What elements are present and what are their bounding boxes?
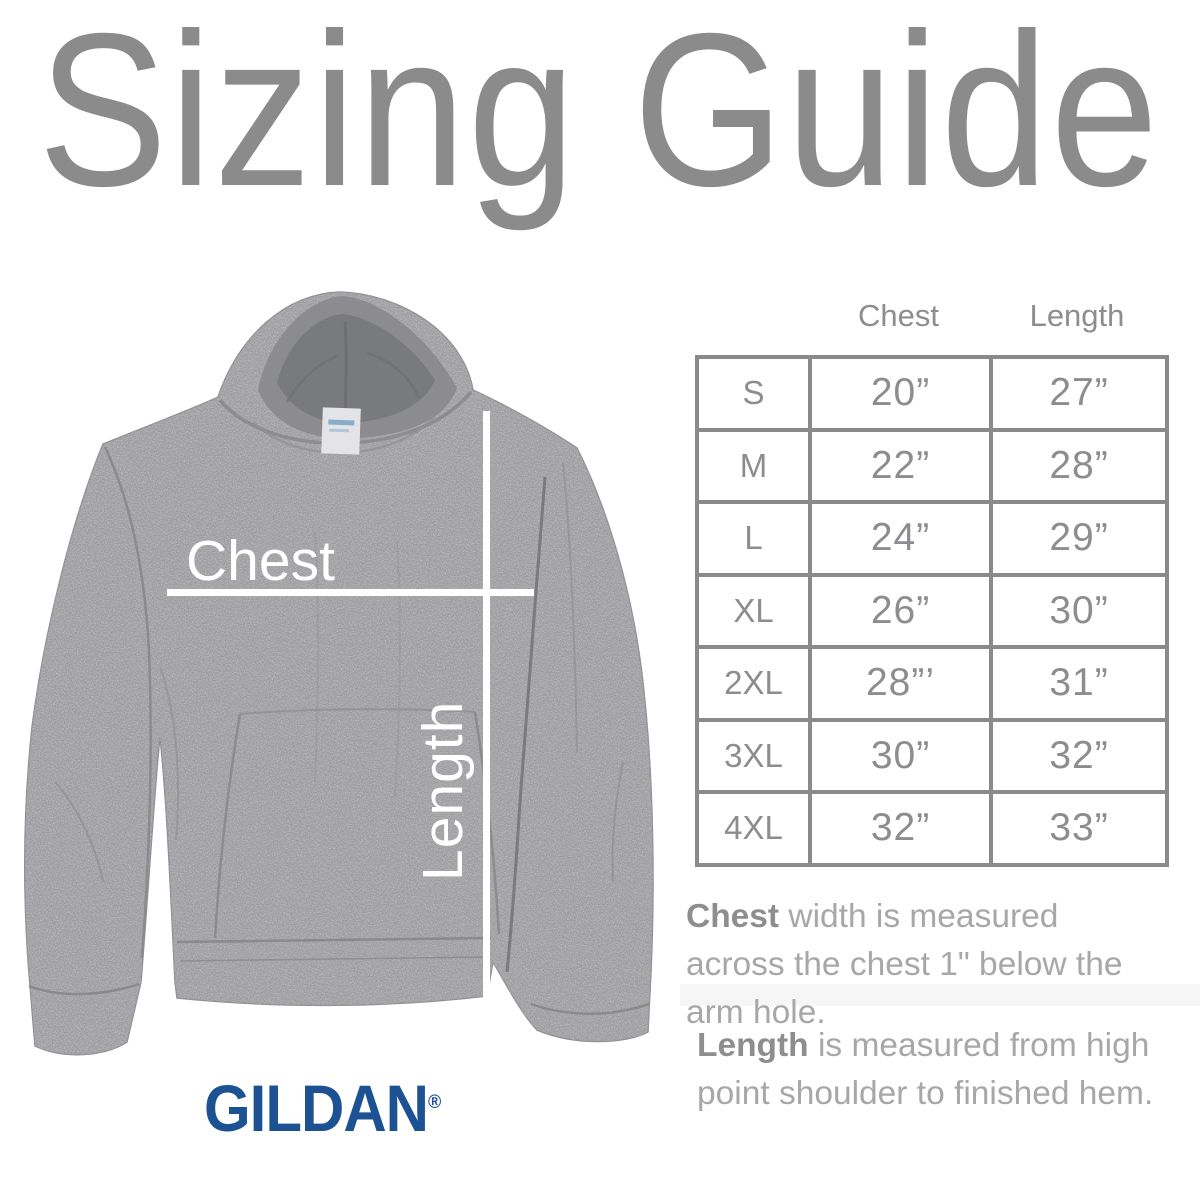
hoodie-product-photo [15,282,665,1062]
size-cell: 3XL [695,717,812,794]
size-table: S 20” 27” M 22” 28” L 24” 29” XL 26” 30”… [695,355,1169,867]
length-note-text: is measured from high point shoulder to … [697,1027,1154,1112]
length-cell: 31” [989,645,1169,722]
table-row-xl: XL 26” 30” [695,572,1169,649]
table-row-l: L 24” 29” [695,500,1169,577]
table-row-m: M 22” 28” [695,427,1169,504]
chest-cell: 30” [808,717,993,794]
length-cell: 29” [989,500,1169,577]
size-cell: 4XL [695,790,812,867]
heather-texture-dark [24,292,654,1055]
length-cell: 32” [989,717,1169,794]
registered-trademark-icon: ® [427,1090,442,1113]
neck-tag [321,407,361,455]
chest-cell: 32” [808,790,993,867]
length-cell: 30” [989,572,1169,649]
table-header-chest: Chest [858,298,939,333]
table-row-2xl: 2XL 28”’ 31” [695,645,1169,722]
length-measure-line [483,411,490,1003]
hoodie-body [24,291,654,1056]
chest-note-term: Chest [686,898,780,935]
chest-cell: 22” [808,427,993,504]
size-cell: M [695,427,812,504]
size-cell: S [695,355,812,432]
hoodie-seams [28,446,650,1023]
size-cell: 2XL [695,645,812,722]
length-measure-label: Length [411,700,475,881]
length-cell: 27” [989,355,1169,432]
chest-note: Chest width is measured across the chest… [686,893,1164,1037]
size-cell: XL [695,572,812,649]
chest-cell: 24” [808,500,993,577]
gildan-logo-text: GILDAN [204,1071,429,1146]
gildan-logo: GILDAN® [204,1075,442,1142]
length-note-term: Length [697,1027,809,1064]
chest-measure-line [167,589,534,596]
length-cell: 33” [989,790,1169,867]
chest-measure-label: Chest [186,529,335,593]
table-row-4xl: 4XL 32” 33” [695,790,1169,867]
table-row-3xl: 3XL 30” 32” [695,717,1169,794]
length-cell: 28” [989,427,1169,504]
table-header-length: Length [1029,298,1125,333]
notes-divider-band [680,984,1200,1006]
chest-note-text: width is measured across the chest 1" be… [686,898,1123,1031]
chest-cell: 20” [808,355,993,432]
length-note: Length is measured from high point shoul… [697,1022,1175,1118]
table-row-s: S 20” 27” [695,355,1169,432]
chest-cell: 28”’ [808,645,993,722]
size-cell: L [695,500,812,577]
page-title: Sizing Guide [38,0,1161,232]
chest-cell: 26” [808,572,993,649]
hoodie-illustration [24,291,654,1056]
